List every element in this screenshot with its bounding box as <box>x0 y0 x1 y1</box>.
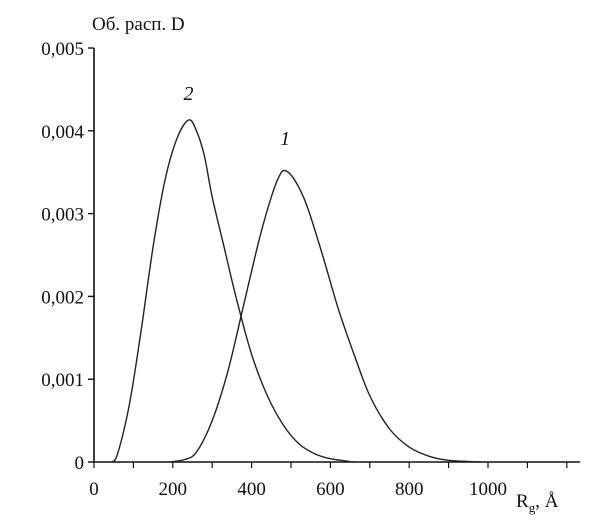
series-2-line <box>111 119 355 463</box>
y-tick-label: 0,003 <box>41 205 84 226</box>
series-1-label: 1 <box>280 128 290 150</box>
x-axis-title-sub: g <box>529 500 536 515</box>
series-2-label: 2 <box>184 83 194 105</box>
series-1-line <box>168 169 481 463</box>
series-group: 12 <box>111 83 481 463</box>
x-tick-label: 1000 <box>469 479 507 500</box>
x-tick-label: 400 <box>237 479 266 500</box>
x-tick-label: 800 <box>395 479 424 500</box>
x-axis-title-main: R <box>516 491 529 512</box>
x-tick-label: 200 <box>159 479 188 500</box>
x-tick-label: 600 <box>316 479 345 500</box>
y-tick-label: 0 <box>75 453 85 474</box>
y-tick-label: 0,002 <box>41 287 84 308</box>
y-tick-label: 0,004 <box>41 122 84 143</box>
y-axis-title: Об. расп. D <box>92 14 185 35</box>
x-tick-label: 0 <box>89 479 99 500</box>
axes: 0 0,001 0,002 0,003 0,004 0,005 0 200 400 600 800 1… <box>41 39 580 500</box>
x-axis-title-rest: , Å <box>535 491 559 512</box>
x-axis-title: Rg, Å <box>516 491 559 515</box>
y-tick-label: 0,001 <box>41 370 84 391</box>
y-tick-label: 0,005 <box>41 39 84 60</box>
